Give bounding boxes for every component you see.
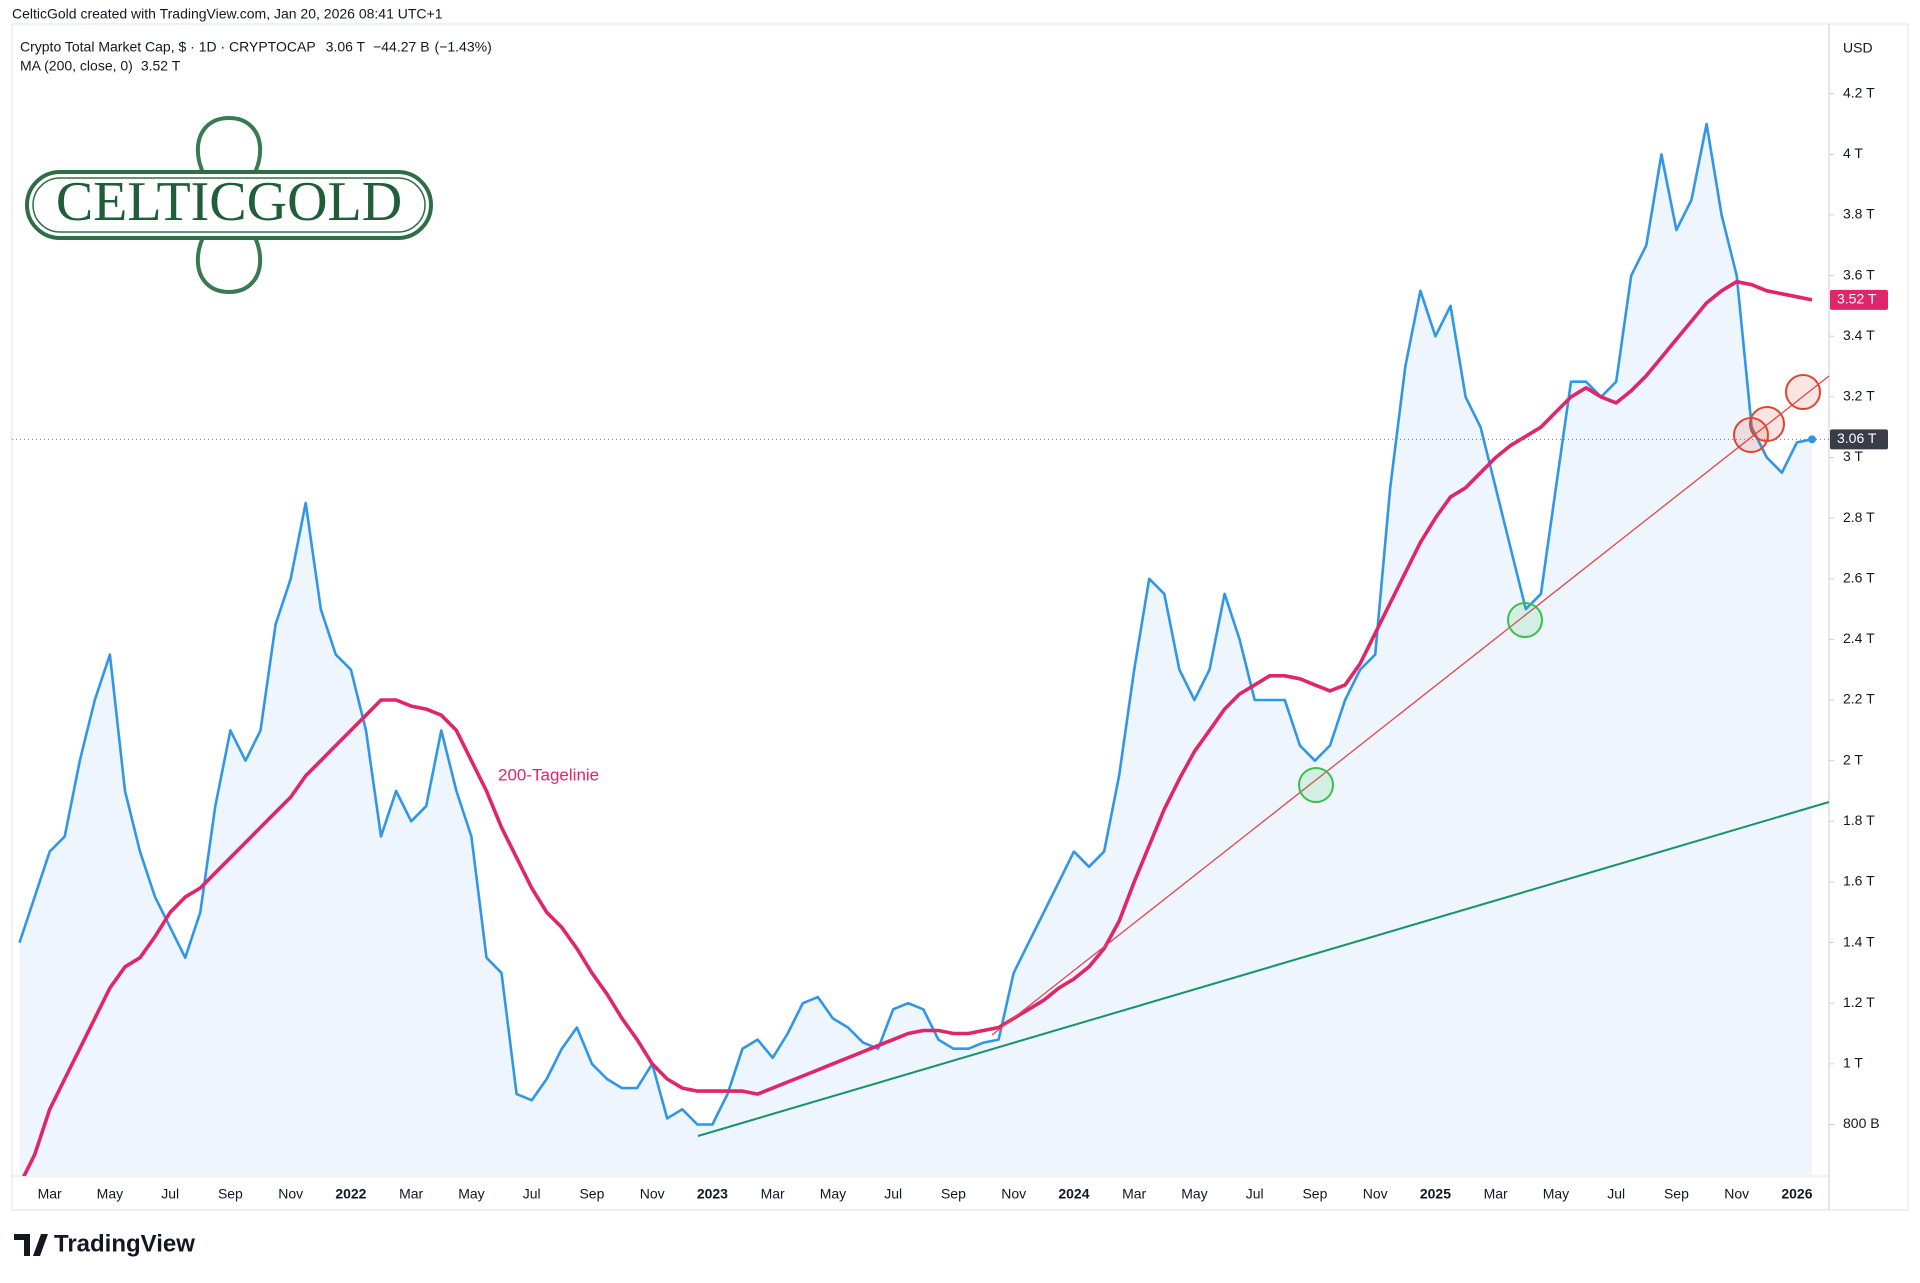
- reject-marker: [1785, 374, 1821, 410]
- x-tick-label: Jul: [884, 1186, 902, 1202]
- y-tick-label: 3.2 T: [1843, 388, 1875, 404]
- x-tick-label: Sep: [1302, 1186, 1327, 1202]
- annotation: 200-Tagelinie: [498, 765, 599, 784]
- y-tick-label: 4.2 T: [1843, 84, 1875, 100]
- y-tick-label: 3.8 T: [1843, 206, 1875, 222]
- footer: TradingView: [54, 1230, 195, 1257]
- x-tick-label: Mar: [1122, 1186, 1146, 1202]
- x-tick-label: Sep: [579, 1186, 604, 1202]
- x-tick-label: Mar: [38, 1186, 62, 1202]
- legend-change-pct: (−1.43%): [435, 39, 492, 55]
- y-tick-label: 1.6 T: [1843, 873, 1875, 889]
- y-tick-label: 2.6 T: [1843, 569, 1875, 585]
- tv-icon: [14, 1234, 48, 1256]
- x-tick-label: Mar: [399, 1186, 423, 1202]
- legend-entry: Crypto Total Market Cap, $ · 1D · CRYPTO…: [20, 39, 316, 55]
- series-line: [22, 279, 1813, 1176]
- y-tick-label: 1.2 T: [1843, 994, 1875, 1010]
- y-tick-label: 2.4 T: [1843, 630, 1875, 646]
- y-tick-label: 1 T: [1843, 1055, 1863, 1071]
- plot-area: [18, 122, 1813, 1176]
- x-tick-label: Jul: [161, 1186, 179, 1202]
- price-badge: [1830, 429, 1888, 450]
- last-point: [1808, 435, 1816, 444]
- x-tick-label: Mar: [761, 1186, 785, 1202]
- trendlines: [697, 374, 1830, 1137]
- y-tick-label: 1.8 T: [1843, 812, 1875, 828]
- footer-logo: TradingView: [14, 1230, 195, 1257]
- logo-frame: [25, 170, 433, 240]
- x-tick-label: Sep: [941, 1186, 966, 1202]
- y-tick-label: 3 T: [1843, 448, 1863, 464]
- x-tick-label: Nov: [1363, 1186, 1388, 1202]
- x-tick-label: 2022: [335, 1186, 366, 1202]
- legend-value: 3.06 T: [326, 39, 366, 55]
- y-tick-label: 800 B: [1843, 1115, 1880, 1131]
- price-badge-label: 3.06 T: [1837, 430, 1877, 446]
- x-tick-label: 2025: [1420, 1186, 1451, 1202]
- x-tick-label: Mar: [1484, 1186, 1508, 1202]
- y-tick-label: 3.6 T: [1843, 266, 1875, 282]
- y-tick-label: 1.4 T: [1843, 933, 1875, 949]
- trendline: [697, 801, 1830, 1137]
- trendline: [991, 375, 1830, 1036]
- x-tick-label: May: [458, 1186, 484, 1202]
- series-line: [18, 122, 1813, 1126]
- y-tick-label: 2.2 T: [1843, 691, 1875, 707]
- currency: USD: [1843, 40, 1873, 56]
- legend-entry: MA (200, close, 0): [20, 58, 133, 74]
- touch-marker: [1507, 602, 1543, 638]
- x-tick-label: May: [1181, 1186, 1207, 1202]
- x-tick-label: May: [820, 1186, 846, 1202]
- x-tick-label: Sep: [218, 1186, 243, 1202]
- x-tick-label: Nov: [278, 1186, 303, 1202]
- legend-value: 3.52 T: [141, 58, 181, 74]
- logo-frame: [32, 177, 426, 233]
- x-tick-label: Jul: [1246, 1186, 1264, 1202]
- x-tick-label: May: [97, 1186, 123, 1202]
- x-tick-label: Nov: [640, 1186, 665, 1202]
- x-tick-label: 2023: [697, 1186, 728, 1202]
- x-tick-label: Nov: [1724, 1186, 1749, 1202]
- frame: [11, 23, 1909, 1211]
- x-tick-label: Jul: [1607, 1186, 1625, 1202]
- reject-marker: [1749, 406, 1785, 442]
- x-tick-label: Nov: [1001, 1186, 1026, 1202]
- area: [19, 124, 1812, 1176]
- y-tick-label: 2.8 T: [1843, 509, 1875, 525]
- y-tick-label: 4 T: [1843, 145, 1863, 161]
- x-tick-label: Jul: [523, 1186, 541, 1202]
- legend-change: −44.27 B: [373, 39, 429, 55]
- price-badge: [1830, 289, 1888, 310]
- y-tick-label: 3.4 T: [1843, 327, 1875, 343]
- x-tick-label: 2024: [1058, 1186, 1089, 1202]
- logo: CELTICGOLD: [25, 115, 433, 295]
- x-tick-label: 2026: [1781, 1186, 1812, 1202]
- touch-marker: [1298, 767, 1334, 803]
- header: CelticGold created with TradingView.com,…: [12, 6, 443, 22]
- price-badge-label: 3.52 T: [1837, 291, 1877, 307]
- y-tick-label: 2 T: [1843, 751, 1863, 767]
- x-tick-label: May: [1543, 1186, 1569, 1202]
- x-tick-label: Sep: [1664, 1186, 1689, 1202]
- logo-text: CELTICGOLD: [56, 171, 402, 233]
